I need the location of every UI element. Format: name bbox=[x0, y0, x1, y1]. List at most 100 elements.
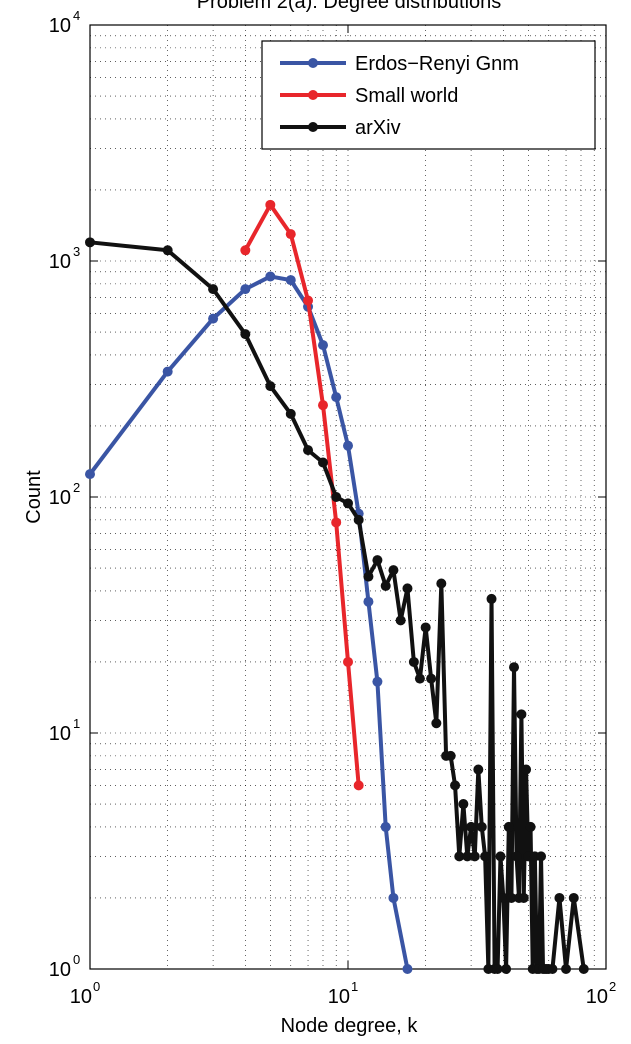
x-tick-label: 10 2 bbox=[586, 979, 616, 1008]
data-point bbox=[521, 764, 532, 775]
data-point bbox=[85, 469, 95, 480]
data-point bbox=[445, 750, 456, 761]
data-point bbox=[240, 284, 251, 295]
data-point bbox=[402, 583, 413, 594]
data-point bbox=[317, 340, 328, 351]
series-2 bbox=[85, 237, 589, 974]
data-point bbox=[317, 457, 328, 468]
data-point bbox=[511, 851, 522, 862]
legend-label: Erdos−Renyi Gnm bbox=[355, 53, 519, 75]
x-tick-label: 10 0 bbox=[70, 979, 100, 1008]
data-point bbox=[265, 199, 276, 210]
axis-ticks: 10 0 10 1 10 210 010 110 210 310 4 bbox=[49, 8, 616, 1008]
data-point bbox=[380, 821, 391, 832]
data-point bbox=[473, 764, 484, 775]
data-point bbox=[518, 892, 529, 903]
data-point bbox=[501, 964, 512, 974]
data-point bbox=[466, 821, 477, 832]
data-point bbox=[525, 821, 536, 832]
y-tick-label: 10 0 bbox=[49, 952, 80, 981]
data-point bbox=[561, 964, 572, 974]
data-point bbox=[285, 408, 296, 419]
data-point bbox=[363, 596, 374, 607]
legend-entry: Erdos−Renyi Gnm bbox=[280, 53, 519, 75]
data-point bbox=[480, 851, 491, 862]
svg-text:10: 10 bbox=[49, 251, 71, 273]
data-point bbox=[506, 892, 517, 903]
data-point bbox=[498, 892, 509, 903]
svg-text:10: 10 bbox=[70, 986, 92, 1008]
data-point bbox=[317, 400, 328, 411]
legend-marker bbox=[308, 58, 318, 68]
data-point bbox=[536, 851, 547, 862]
svg-text:10: 10 bbox=[49, 959, 71, 981]
y-tick-label: 10 1 bbox=[49, 716, 80, 745]
data-point bbox=[372, 676, 383, 687]
data-point bbox=[462, 851, 473, 862]
chart-title: Problem 2(a): Degree distributions bbox=[197, 0, 502, 13]
data-point bbox=[454, 851, 465, 862]
data-point bbox=[503, 821, 514, 832]
data-point bbox=[353, 780, 364, 791]
svg-text:2: 2 bbox=[73, 480, 80, 495]
data-point bbox=[303, 295, 314, 306]
data-point bbox=[408, 656, 419, 667]
data-point bbox=[414, 673, 425, 684]
svg-text:1: 1 bbox=[73, 716, 80, 731]
data-point bbox=[343, 498, 353, 509]
legend-marker bbox=[308, 90, 318, 100]
data-point bbox=[303, 445, 314, 456]
data-point bbox=[578, 964, 589, 974]
series-1 bbox=[240, 199, 364, 791]
data-point bbox=[372, 555, 383, 566]
y-axis-label: Count bbox=[23, 470, 45, 524]
series-0 bbox=[85, 271, 413, 974]
legend: Erdos−Renyi Gnm Small world arXiv bbox=[261, 40, 596, 150]
data-point bbox=[240, 329, 251, 340]
data-point bbox=[436, 578, 447, 589]
data-point bbox=[395, 615, 406, 626]
data-point bbox=[343, 440, 353, 451]
data-point bbox=[450, 780, 461, 791]
svg-text:0: 0 bbox=[93, 979, 100, 994]
legend-label: Small world bbox=[355, 85, 458, 107]
data-point bbox=[353, 514, 364, 525]
data-point bbox=[469, 851, 480, 862]
svg-text:10: 10 bbox=[328, 986, 350, 1008]
y-tick-label: 10 4 bbox=[49, 8, 80, 37]
x-axis-label: Node degree, k bbox=[281, 1015, 419, 1037]
data-point bbox=[343, 656, 353, 667]
series-line bbox=[243, 202, 361, 788]
svg-text:10: 10 bbox=[49, 487, 71, 509]
data-point bbox=[516, 709, 527, 720]
data-point bbox=[495, 851, 506, 862]
data-point bbox=[331, 517, 342, 528]
data-point bbox=[388, 892, 399, 903]
series-layer bbox=[85, 199, 589, 974]
data-point bbox=[568, 892, 579, 903]
data-point bbox=[331, 392, 342, 403]
data-point bbox=[265, 381, 276, 392]
data-point bbox=[380, 580, 391, 591]
data-point bbox=[431, 718, 442, 729]
legend-entry: Small world bbox=[280, 85, 458, 107]
data-point bbox=[458, 799, 469, 810]
series-line bbox=[88, 274, 410, 971]
data-point bbox=[363, 571, 374, 582]
data-point bbox=[420, 622, 431, 633]
data-point bbox=[547, 964, 558, 974]
data-point bbox=[285, 275, 296, 286]
svg-text:4: 4 bbox=[73, 8, 80, 23]
data-point bbox=[426, 673, 437, 684]
y-tick-label: 10 2 bbox=[49, 480, 80, 509]
svg-text:2: 2 bbox=[609, 979, 616, 994]
data-point bbox=[402, 964, 413, 974]
data-point bbox=[162, 245, 173, 256]
svg-text:10: 10 bbox=[49, 15, 71, 37]
data-point bbox=[162, 366, 173, 377]
legend-marker bbox=[308, 122, 318, 132]
y-tick-label: 10 3 bbox=[49, 244, 80, 273]
data-point bbox=[486, 593, 497, 604]
data-point bbox=[492, 964, 503, 974]
